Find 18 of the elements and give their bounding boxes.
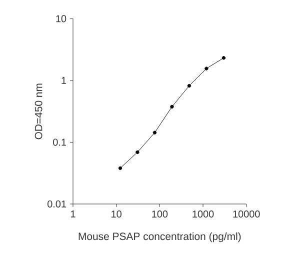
y-tick-label: 0.01 (48, 200, 66, 208)
point (136, 150, 140, 154)
x-axis-title: Mouse PSAP concentration (pg/ml) (78, 232, 241, 242)
point (118, 166, 122, 170)
point (187, 84, 192, 88)
x-tick-label: 100 (152, 210, 168, 218)
y-tick-label: 0.1 (53, 138, 66, 146)
x-tick-label: 10 (112, 210, 122, 218)
point (152, 130, 157, 134)
point (222, 56, 226, 60)
point (170, 104, 174, 109)
x-tick-label: 1 (70, 210, 76, 218)
y-tick-label: 10 (56, 15, 66, 22)
x-tick-label: 1000 (192, 210, 214, 218)
y-axis-title: OD=450 nm (34, 84, 42, 140)
x-tick-label: 10000 (233, 210, 260, 218)
y-tick-label: 1 (62, 77, 66, 84)
point (204, 66, 208, 70)
